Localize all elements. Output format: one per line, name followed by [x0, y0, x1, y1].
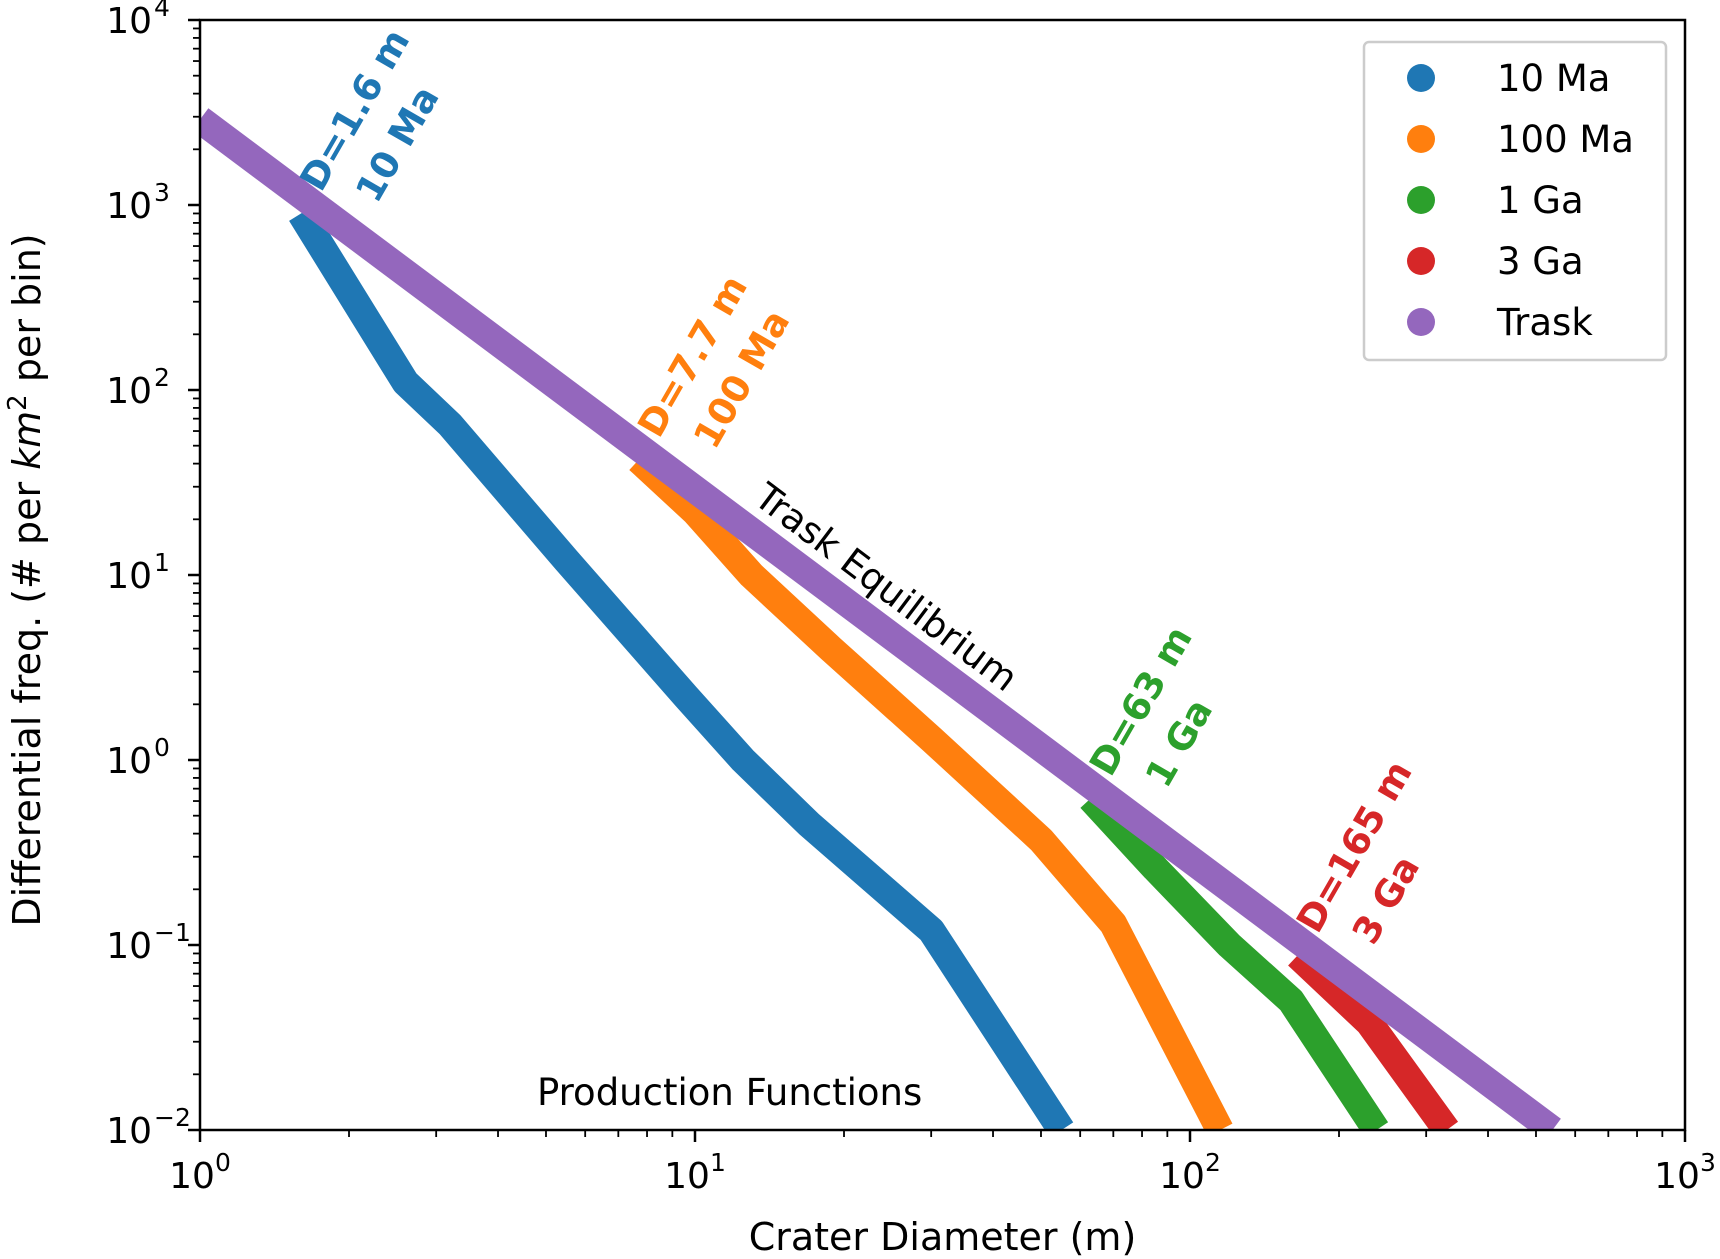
legend: 10 Ma 100 Ma 1 Ga 3 Ga Trask: [1362, 40, 1668, 362]
y-tick-exponent: −2: [154, 1103, 191, 1132]
legend-label: 10 Ma: [1497, 57, 1610, 100]
x-tick-label: 102: [1159, 1148, 1221, 1197]
y-tick-exponent: 4: [154, 0, 170, 22]
legend-marker: [1407, 125, 1435, 153]
series-line-trask: [200, 108, 1561, 1130]
y-tick-exponent: 1: [154, 548, 170, 577]
x-tick-label: 101: [664, 1148, 726, 1197]
y-tick-exponent: 0: [154, 733, 170, 762]
legend-label: 3 Ga: [1497, 240, 1584, 283]
y-tick-label: 10: [106, 741, 152, 782]
y-axis-title: Differential freq. (# per km2 per bin): [3, 233, 49, 926]
y-tick-exponent: −1: [154, 918, 191, 947]
series-line-100-ma: [629, 449, 1233, 1130]
y-tick-label: 10: [106, 186, 152, 227]
legend-marker: [1407, 64, 1435, 92]
y-tick-label: 10: [106, 926, 152, 967]
y-tick-label: 10: [106, 1, 152, 42]
x-axis-title: Crater Diameter (m): [749, 1215, 1137, 1259]
trask-equilibrium-label: Trask Equilibrium: [746, 474, 1026, 700]
y-tick-label: 10: [106, 556, 152, 597]
series-line-3-ga: [1288, 945, 1459, 1130]
legend-label: 100 Ma: [1497, 118, 1634, 161]
series-line-1-ga: [1080, 788, 1389, 1130]
legend-marker: [1407, 308, 1435, 336]
plot-area: [200, 108, 1561, 1130]
y-tick-label: 10: [106, 371, 152, 412]
y-tick-exponent: 3: [154, 178, 170, 207]
legend-marker: [1407, 247, 1435, 275]
legend-marker: [1407, 186, 1435, 214]
series-line-10-ma: [289, 206, 1074, 1130]
y-tick-exponent: 2: [154, 363, 170, 392]
legend-label: 1 Ga: [1497, 179, 1584, 222]
production-functions-label: Production Functions: [537, 1071, 922, 1114]
x-tick-label: 100: [169, 1148, 231, 1197]
y-tick-label: 10: [106, 1111, 152, 1152]
x-tick-label: 103: [1654, 1148, 1716, 1197]
series-annotation: D=165 m3 Ga: [1288, 753, 1428, 951]
legend-label: Trask: [1496, 301, 1593, 344]
legend-box: [1362, 40, 1668, 362]
